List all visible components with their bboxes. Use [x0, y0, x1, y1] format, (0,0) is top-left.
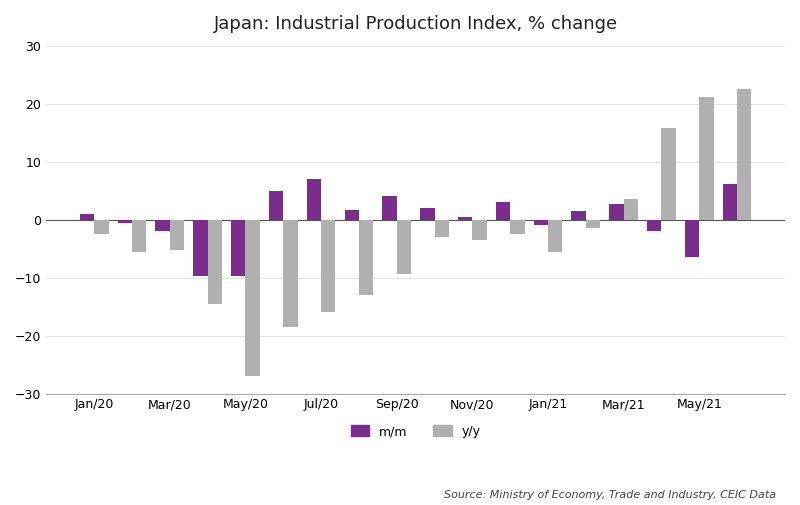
Bar	[610, 204, 624, 220]
Bar	[548, 220, 562, 251]
Bar	[246, 220, 260, 376]
Bar	[647, 220, 662, 231]
Bar	[359, 220, 374, 295]
Text: Source: Ministry of Economy, Trade and Industry, CEIC Data: Source: Ministry of Economy, Trade and I…	[444, 490, 776, 500]
Bar	[662, 128, 676, 220]
Bar	[510, 220, 525, 234]
Bar	[534, 220, 548, 225]
Legend: m/m, y/y: m/m, y/y	[346, 420, 486, 443]
Bar	[571, 211, 586, 220]
Bar	[94, 220, 109, 234]
Bar	[722, 184, 737, 220]
Bar	[132, 220, 146, 251]
Bar	[496, 202, 510, 220]
Bar	[155, 220, 170, 231]
Bar	[586, 220, 600, 228]
Bar	[321, 220, 335, 313]
Bar	[269, 191, 283, 220]
Bar	[397, 220, 411, 274]
Bar	[458, 217, 472, 220]
Bar	[194, 220, 208, 276]
Title: Japan: Industrial Production Index, % change: Japan: Industrial Production Index, % ch…	[214, 15, 618, 33]
Bar	[118, 220, 132, 223]
Bar	[80, 214, 94, 220]
Bar	[472, 220, 486, 240]
Bar	[231, 220, 246, 276]
Bar	[685, 220, 699, 258]
Bar	[737, 88, 751, 220]
Bar	[306, 179, 321, 220]
Bar	[434, 220, 449, 237]
Bar	[345, 210, 359, 220]
Bar	[420, 208, 434, 220]
Bar	[624, 199, 638, 220]
Bar	[283, 220, 298, 327]
Bar	[382, 196, 397, 220]
Bar	[170, 220, 184, 250]
Bar	[208, 220, 222, 304]
Bar	[699, 97, 714, 220]
